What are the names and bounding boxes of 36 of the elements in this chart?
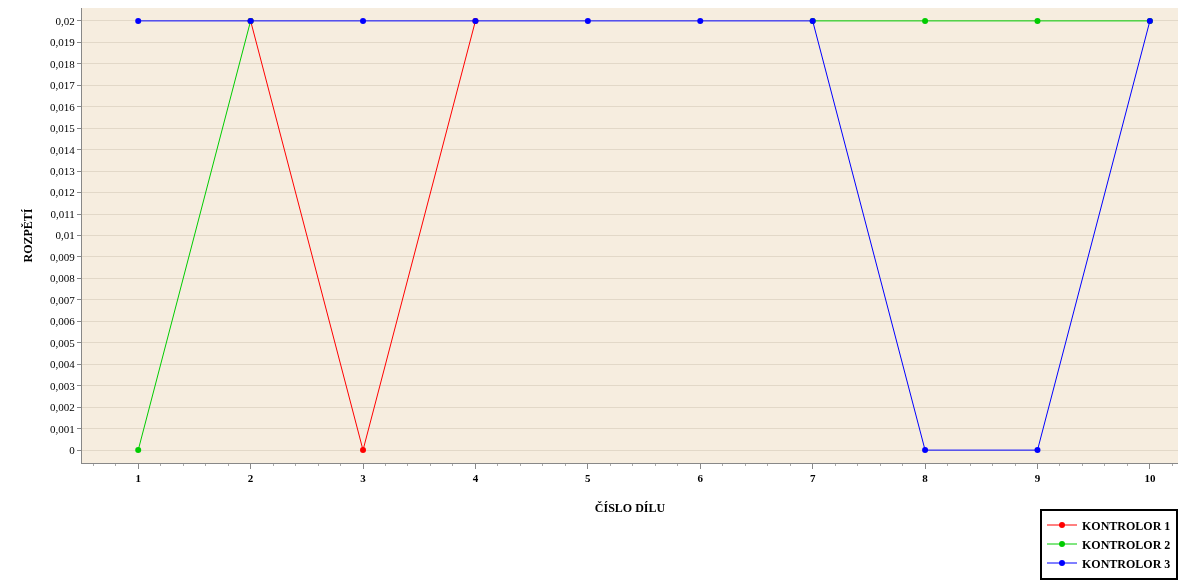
y-tick-label: 0,017	[50, 79, 76, 92]
y-tick-label: 0,014	[50, 143, 76, 156]
x-tick-label: 10	[1144, 472, 1156, 485]
x-tick-label: 3	[360, 472, 367, 485]
y-tick-label: 0,002	[50, 401, 75, 414]
y-tick-label: 0,006	[50, 315, 76, 328]
x-tick-label: 4	[472, 472, 479, 485]
y-tick-label: 0,01	[55, 229, 75, 242]
y-tick-label: 0,019	[50, 36, 76, 49]
x-axis-title: ČÍSLO DÍLU	[594, 501, 666, 516]
y-tick-label: 0,008	[50, 272, 76, 285]
x-tick-label: 1	[135, 472, 141, 485]
x-tick-label: 5	[585, 472, 592, 485]
y-tick-label: 0,011	[50, 207, 75, 220]
y-tick-label: 0,02	[55, 14, 75, 27]
y-tick-label: 0,007	[50, 293, 76, 306]
y-tick-label: 0,018	[50, 57, 76, 70]
y-tick-label: 0,009	[50, 250, 76, 263]
x-tick-label: 2	[247, 472, 254, 485]
legend-label: KONTROLOR 3	[1082, 556, 1171, 571]
y-tick-label: 0	[69, 443, 76, 456]
x-tick-label: 6	[697, 472, 704, 485]
x-tick-label: 7	[809, 472, 816, 485]
y-tick-label: 0,016	[50, 100, 76, 113]
y-tick-label: 0,012	[50, 186, 75, 199]
y-tick-label: 0,005	[50, 336, 76, 349]
legend-label: KONTROLOR 1	[1082, 518, 1171, 533]
y-tick-label: 0,003	[50, 379, 76, 392]
y-tick-label: 0,015	[50, 122, 76, 135]
y-tick-label: 0,001	[50, 422, 75, 435]
x-tick-label: 9	[1034, 472, 1041, 485]
y-axis-title: ROZPĚTÍ	[21, 208, 36, 263]
x-tick-label: 8	[922, 472, 929, 485]
y-tick-label: 0,004	[50, 358, 76, 371]
y-tick-label: 0,013	[50, 164, 76, 177]
legend-label: KONTROLOR 2	[1082, 537, 1171, 552]
